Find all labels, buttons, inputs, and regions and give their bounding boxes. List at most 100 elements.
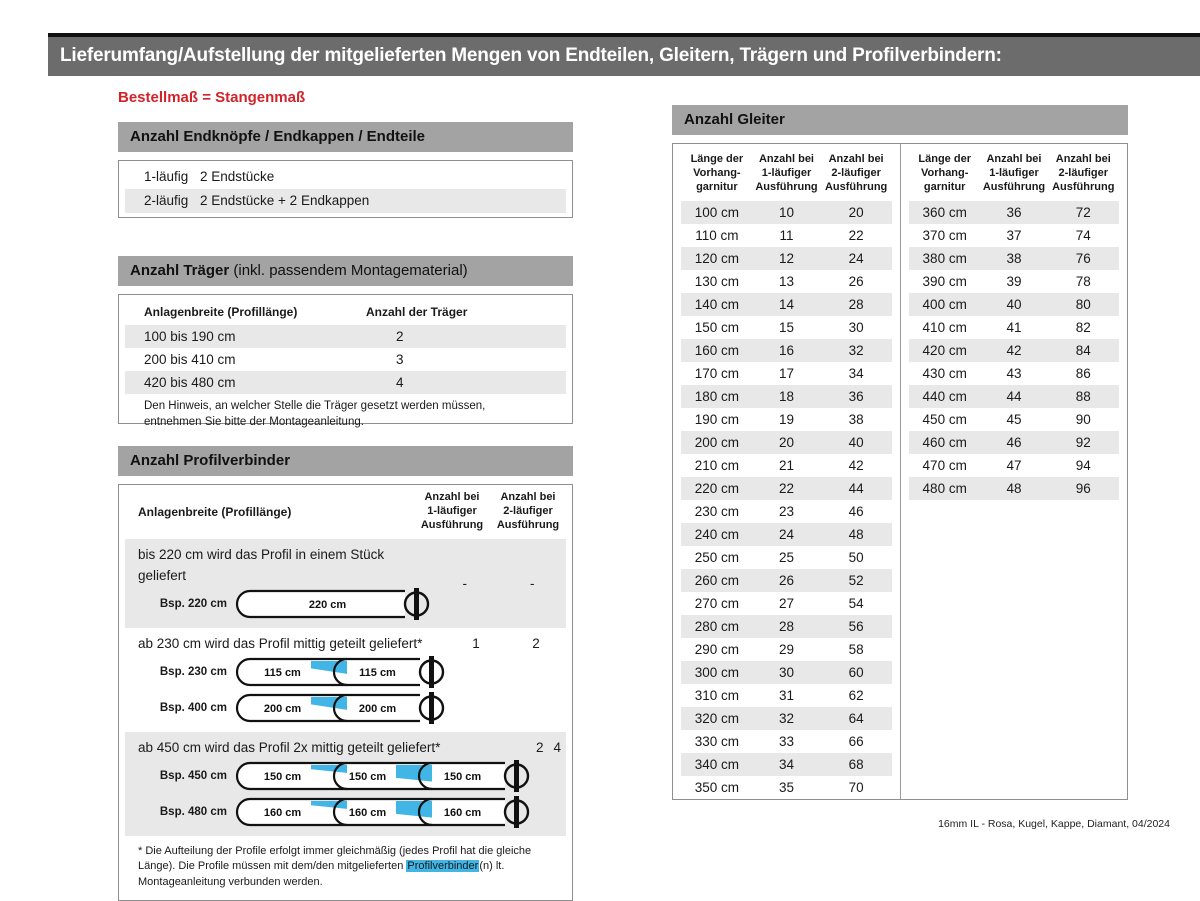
endteile-row: 1-läufig 2 Endstücke — [125, 165, 566, 189]
garnitur-length: 120 cm — [694, 251, 739, 266]
traeger-header-row: Anlagenbreite (Profillänge) Anzahl der T… — [125, 299, 566, 325]
pv-group-main: ab 450 cm wird das Profil 2x mittig gete… — [125, 737, 531, 830]
count-1laeufig: 48 — [1006, 481, 1022, 496]
count-2laeufig: 76 — [1075, 251, 1091, 266]
count-1laeufig: 30 — [778, 665, 794, 680]
count-1laeufig: 43 — [1006, 366, 1022, 381]
page-title-bar: Lieferumfang/Aufstellung der mitgeliefer… — [48, 33, 1200, 76]
count-2laeufig: 42 — [848, 458, 864, 473]
traeger-col2-header: Anzahl der Träger — [366, 305, 468, 319]
gleiter-table-left: Länge der Vorhang- garnitur Anzahl bei 1-… — [673, 144, 900, 799]
gleiter-row: 340 cm 34 68 — [681, 753, 892, 776]
gleiter-row: 350 cm 35 70 — [681, 776, 892, 799]
traeger-heading-bold: Anzahl Träger — [130, 262, 230, 279]
gleiter-row: 440 cm 44 88 — [909, 385, 1119, 408]
endteile-rows: 1-läufig 2 Endstücke 2-läufig 2 Endstücke +… — [125, 165, 566, 213]
garnitur-length: 400 cm — [922, 297, 967, 312]
count-1laeufig: 39 — [1006, 274, 1022, 289]
svg-text:150 cm: 150 cm — [349, 771, 387, 783]
svg-text:200 cm: 200 cm — [359, 703, 397, 715]
count-1laeufig: 18 — [778, 389, 794, 404]
count-1laeufig: 36 — [1006, 205, 1022, 220]
count-2laeufig: 28 — [848, 297, 864, 312]
gleiter-col-header: Anzahl bei 2-läufiger Ausführung — [1052, 153, 1115, 193]
gleiter-header-row: Länge der Vorhang- garnitur Anzahl bei 1-… — [681, 149, 892, 199]
gleiter-row: 240 cm 24 48 — [681, 523, 892, 546]
gleiter-row: 270 cm 27 54 — [681, 592, 892, 615]
garnitur-length: 210 cm — [694, 458, 739, 473]
count-1laeufig: 29 — [778, 642, 794, 657]
count-2laeufig: 58 — [848, 642, 864, 657]
endteile-table: 1-läufig 2 Endstücke 2-läufig 2 Endstücke +… — [118, 160, 573, 218]
pv-example-label: Bsp. 450 cm — [159, 770, 227, 782]
profile-diagram: 115 cm 115 cm — [235, 656, 445, 688]
garnitur-length: 140 cm — [694, 297, 739, 312]
count-1laeufig: 14 — [778, 297, 794, 312]
count-2laeufig: 44 — [848, 481, 864, 496]
traeger-count: 3 — [396, 352, 404, 367]
count-2laeufig: 72 — [1075, 205, 1091, 220]
pv-count-1laeufig: 1 — [472, 636, 480, 651]
count-2laeufig: 26 — [848, 274, 864, 289]
count-2laeufig: 46 — [848, 504, 864, 519]
count-1laeufig: 16 — [778, 343, 794, 358]
gleiter-table: Länge der Vorhang- garnitur Anzahl bei 1-… — [672, 143, 1128, 800]
gleiter-row: 390 cm 39 78 — [909, 270, 1119, 293]
traeger-count: 4 — [396, 375, 404, 390]
pv-col2-header: Anzahl bei 1-läufiger Ausführung — [420, 491, 484, 531]
count-2laeufig: 50 — [848, 550, 864, 565]
gleiter-row: 330 cm 33 66 — [681, 730, 892, 753]
count-2laeufig: 22 — [848, 228, 864, 243]
count-2laeufig: 54 — [848, 596, 864, 611]
pv-rule-text: ab 450 cm wird das Profil 2x mittig gete… — [138, 740, 441, 755]
width-range: 100 bis 190 cm — [144, 329, 236, 344]
count-2laeufig: 36 — [848, 389, 864, 404]
document-footer: 16mm IL - Rosa, Kugel, Kappe, Diamant, 0… — [938, 818, 1170, 830]
svg-text:115 cm: 115 cm — [264, 667, 301, 679]
count-1laeufig: 17 — [778, 366, 794, 381]
garnitur-length: 310 cm — [694, 688, 739, 703]
count-2laeufig: 34 — [848, 366, 864, 381]
garnitur-length: 100 cm — [694, 205, 739, 220]
count-2laeufig: 38 — [848, 412, 864, 427]
profile-diagram: 150 cm 150 cm 150 cm — [235, 760, 530, 792]
profilverbinder-footnote: * Die Aufteilung der Profile erfolgt imm… — [125, 836, 566, 896]
profile-diagram: 160 cm 160 cm 160 cm — [235, 796, 530, 828]
profilverbinder-group: bis 220 cm wird das Profil in einem Stüc… — [125, 539, 566, 628]
garnitur-length: 150 cm — [694, 320, 739, 335]
gleiter-row: 360 cm 36 72 — [909, 201, 1119, 224]
gleiter-row: 380 cm 38 76 — [909, 247, 1119, 270]
gleiter-row: 300 cm 30 60 — [681, 661, 892, 684]
pv-count-1laeufig: - — [462, 575, 468, 591]
gleiter-col-header: Anzahl bei 1-läufiger Ausführung — [982, 153, 1046, 193]
parts-value: 2 Endstücke + 2 Endkappen — [200, 193, 370, 208]
gleiter-header-row: Länge der Vorhang- garnitur Anzahl bei 1-… — [909, 149, 1119, 199]
pv-group-main: ab 230 cm wird das Profil mittig geteilt… — [125, 633, 446, 726]
garnitur-length: 370 cm — [922, 228, 967, 243]
count-1laeufig: 24 — [778, 527, 794, 542]
count-1laeufig: 19 — [778, 412, 794, 427]
gleiter-row: 100 cm 10 20 — [681, 201, 892, 224]
gleiter-row: 170 cm 17 34 — [681, 362, 892, 385]
count-2laeufig: 52 — [848, 573, 864, 588]
count-1laeufig: 38 — [1006, 251, 1022, 266]
garnitur-length: 420 cm — [922, 343, 967, 358]
garnitur-length: 450 cm — [922, 412, 967, 427]
svg-text:115 cm: 115 cm — [359, 667, 396, 679]
count-1laeufig: 22 — [778, 481, 794, 496]
gleiter-row: 250 cm 25 50 — [681, 546, 892, 569]
gleiter-row: 140 cm 14 28 — [681, 293, 892, 316]
count-1laeufig: 26 — [778, 573, 794, 588]
pv-example-label: Bsp. 480 cm — [159, 806, 227, 818]
count-1laeufig: 25 — [778, 550, 794, 565]
pv-count-2laeufig: 4 — [553, 740, 561, 755]
count-1laeufig: 31 — [778, 688, 794, 703]
profile-diagram: 220 cm — [235, 588, 430, 620]
count-1laeufig: 13 — [778, 274, 794, 289]
traeger-note: Den Hinweis, an welcher Stelle die Träge… — [144, 400, 486, 428]
garnitur-length: 270 cm — [694, 596, 739, 611]
count-1laeufig: 46 — [1006, 435, 1022, 450]
svg-text:160 cm: 160 cm — [264, 807, 302, 819]
pv-group-main: bis 220 cm wird das Profil in einem Stüc… — [125, 544, 431, 622]
pv-col1-header: Anlagenbreite (Profillänge) — [138, 505, 292, 519]
